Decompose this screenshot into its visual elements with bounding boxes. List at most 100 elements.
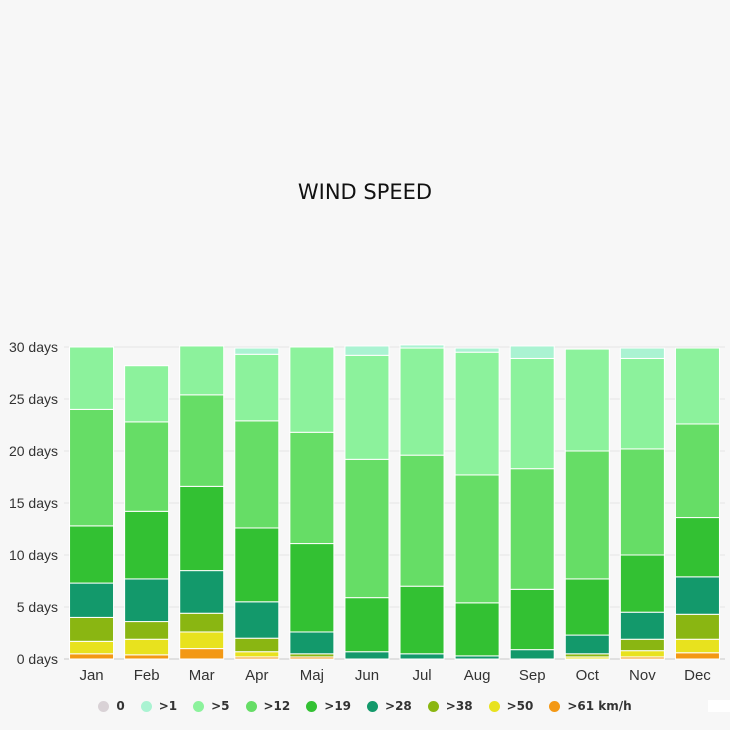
bar-segment[interactable] — [619, 357, 665, 450]
bar-segment[interactable] — [344, 458, 390, 599]
bar-segment[interactable] — [674, 638, 720, 654]
bar-segment[interactable] — [674, 613, 720, 640]
bar-segment[interactable] — [234, 353, 280, 422]
y-tick-label: 10 days — [9, 547, 58, 563]
legend-item[interactable]: >50 — [488, 699, 533, 713]
corner-box — [708, 700, 730, 712]
bar-segment[interactable] — [124, 621, 170, 640]
bar-segment[interactable] — [454, 351, 500, 476]
bar-segment[interactable] — [289, 543, 335, 633]
bar-segment[interactable] — [69, 525, 115, 584]
bar-segment[interactable] — [619, 448, 665, 556]
legend-label: 0 — [116, 699, 125, 713]
x-tick-label: Dec — [684, 667, 711, 684]
bar-segment[interactable] — [344, 597, 390, 653]
bar-segment[interactable] — [674, 517, 720, 578]
bar-segment[interactable] — [179, 570, 225, 614]
bar-segment[interactable] — [234, 637, 280, 653]
bar-segment[interactable] — [344, 651, 390, 660]
bar-segment[interactable] — [454, 474, 500, 604]
y-tick-label: 0 days — [17, 651, 58, 667]
bar-segment[interactable] — [619, 650, 665, 658]
bar-segment[interactable] — [179, 394, 225, 487]
bar-segment[interactable] — [509, 588, 555, 651]
bar-segment[interactable] — [399, 347, 445, 456]
bar-segment[interactable] — [69, 582, 115, 618]
bar-segment[interactable] — [179, 612, 225, 633]
bar-segment[interactable] — [564, 348, 610, 452]
bar-segment[interactable] — [179, 631, 225, 650]
legend-label: >38 — [445, 699, 473, 713]
legend-swatch — [488, 700, 500, 712]
legend-item[interactable]: >12 — [245, 699, 291, 713]
bar-segment[interactable] — [399, 585, 445, 655]
bar-segment[interactable] — [179, 648, 225, 660]
bar-segment[interactable] — [234, 527, 280, 603]
bar-segment[interactable] — [69, 616, 115, 642]
x-tick-label: Nov — [629, 667, 656, 684]
legend-label: >12 — [263, 699, 291, 713]
legend-item[interactable]: >5 — [193, 699, 230, 713]
bar-segment[interactable] — [509, 649, 555, 660]
bar-segment[interactable] — [179, 345, 225, 396]
bar-segment[interactable] — [564, 634, 610, 655]
legend-label: >5 — [211, 699, 230, 713]
legend-label: >28 — [385, 699, 412, 713]
legend-item[interactable]: 0 — [98, 699, 125, 713]
bar-segment[interactable] — [454, 347, 500, 353]
legend-item[interactable]: >28 — [367, 699, 412, 713]
bar-segment[interactable] — [124, 654, 170, 660]
bar-segment[interactable] — [344, 354, 390, 460]
bar-segment[interactable] — [509, 345, 555, 359]
legend-item[interactable]: >1 — [140, 699, 177, 713]
x-tick-label: Apr — [245, 667, 268, 684]
bar-segment[interactable] — [234, 651, 280, 658]
bar-segment[interactable] — [69, 653, 115, 660]
legend-swatch — [549, 700, 561, 712]
bar-segment[interactable] — [289, 431, 335, 545]
bar-segment[interactable] — [619, 638, 665, 652]
bar-segment[interactable] — [124, 365, 170, 423]
legend-item[interactable]: >61 km/h — [549, 699, 632, 713]
legend-item[interactable]: >19 — [306, 699, 351, 713]
bar-segment[interactable] — [69, 640, 115, 655]
bar-segment[interactable] — [564, 578, 610, 636]
legend-label: >61 km/h — [567, 699, 632, 713]
bar-segment[interactable] — [124, 638, 170, 656]
bar-segment[interactable] — [124, 510, 170, 580]
bar-segment[interactable] — [179, 485, 225, 572]
bar-segment[interactable] — [344, 345, 390, 356]
y-tick-label: 30 days — [9, 339, 58, 355]
legend-item[interactable]: >38 — [427, 699, 473, 713]
bar-segment[interactable] — [124, 421, 170, 512]
bar-segment[interactable] — [399, 454, 445, 587]
bar-segment[interactable] — [509, 357, 555, 470]
bar-segment[interactable] — [234, 420, 280, 529]
bar-segment[interactable] — [674, 423, 720, 519]
legend-swatch — [245, 700, 257, 712]
bar-segment[interactable] — [69, 408, 115, 527]
bar-segment[interactable] — [124, 578, 170, 623]
bar-segment[interactable] — [69, 346, 115, 410]
legend-swatch — [193, 700, 205, 712]
bar-segment[interactable] — [619, 554, 665, 613]
bar-segment[interactable] — [289, 346, 335, 433]
y-tick-label: 5 days — [17, 599, 58, 615]
x-tick-label: Aug — [464, 667, 491, 684]
bar-segment[interactable] — [234, 601, 280, 639]
bar-segment[interactable] — [619, 347, 665, 359]
x-tick-label: Jul — [412, 667, 431, 684]
bar-segment[interactable] — [674, 347, 720, 425]
bar-segment[interactable] — [289, 631, 335, 655]
bar-segment[interactable] — [619, 611, 665, 640]
bar-segment[interactable] — [674, 652, 720, 660]
bar-segment[interactable] — [674, 576, 720, 615]
bar-segment[interactable] — [454, 602, 500, 657]
bar-segment[interactable] — [399, 653, 445, 660]
legend-swatch — [367, 700, 379, 712]
bar-segment[interactable] — [399, 344, 445, 349]
x-tick-label: Feb — [134, 667, 160, 684]
bar-segment[interactable] — [234, 347, 280, 355]
bar-segment[interactable] — [564, 450, 610, 580]
bar-segment[interactable] — [509, 468, 555, 590]
